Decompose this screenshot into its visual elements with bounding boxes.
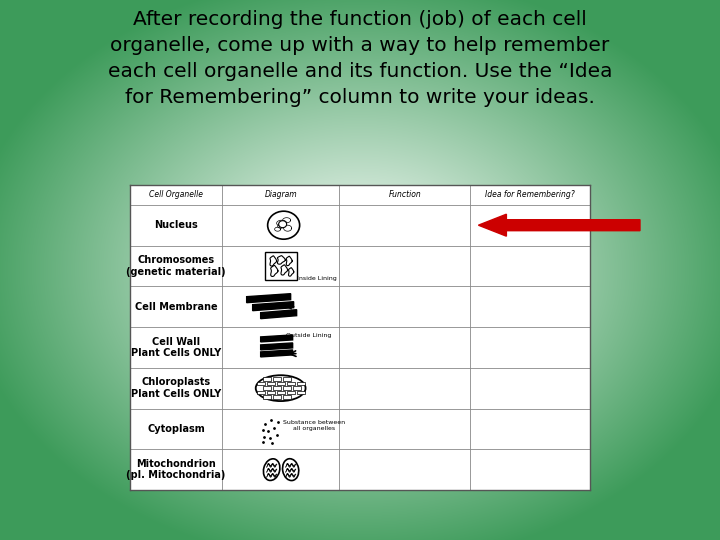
Bar [276, 391, 284, 394]
Text: Cell Organelle: Cell Organelle [149, 191, 203, 199]
Polygon shape [247, 294, 291, 303]
Bar [130, 185, 590, 490]
Ellipse shape [266, 461, 278, 478]
Text: Nucleus: Nucleus [154, 220, 198, 230]
Text: Diagram: Diagram [264, 191, 297, 199]
Polygon shape [261, 309, 297, 319]
Text: Outside Lining: Outside Lining [286, 333, 331, 339]
Text: Chromosomes
(genetic material): Chromosomes (genetic material) [126, 255, 226, 276]
Text: Cell Membrane: Cell Membrane [135, 302, 217, 312]
Ellipse shape [268, 211, 300, 239]
Bar [283, 387, 291, 390]
Bar [263, 377, 271, 381]
Bar [256, 382, 265, 386]
Text: Substance between
all organelles: Substance between all organelles [283, 421, 345, 431]
Bar [283, 395, 291, 399]
Bar [283, 377, 291, 381]
Text: Inside Lining: Inside Lining [297, 276, 336, 281]
Bar [297, 391, 305, 394]
Bar [276, 382, 284, 386]
Bar [292, 387, 301, 390]
Bar [265, 252, 297, 280]
Text: each cell organelle and its function. Use the “Idea: each cell organelle and its function. Us… [108, 62, 612, 81]
Bar [287, 382, 294, 386]
Polygon shape [261, 343, 292, 350]
Ellipse shape [264, 459, 280, 481]
Text: for Remembering” column to write your ideas.: for Remembering” column to write your id… [125, 88, 595, 107]
Bar [266, 391, 274, 394]
Text: Mitochondrion
(pl. Mitochondria): Mitochondrion (pl. Mitochondria) [126, 459, 225, 481]
Text: Idea for Remembering?: Idea for Remembering? [485, 191, 575, 199]
Text: After recording the function (job) of each cell: After recording the function (job) of ea… [133, 10, 587, 29]
Ellipse shape [279, 221, 287, 228]
Ellipse shape [282, 458, 299, 481]
Bar [273, 377, 281, 381]
Bar [256, 391, 265, 394]
Text: Cytoplasm: Cytoplasm [147, 424, 205, 434]
Bar [297, 382, 305, 386]
Bar [266, 382, 274, 386]
Text: Chloroplasts
Plant Cells ONLY: Chloroplasts Plant Cells ONLY [131, 377, 221, 399]
Ellipse shape [284, 461, 297, 478]
Bar [273, 387, 281, 390]
Text: Cell Wall
Plant Cells ONLY: Cell Wall Plant Cells ONLY [131, 336, 221, 358]
Bar [263, 395, 271, 399]
Polygon shape [478, 214, 640, 236]
Ellipse shape [256, 376, 305, 400]
Ellipse shape [256, 375, 306, 401]
Bar [263, 387, 271, 390]
Polygon shape [261, 350, 292, 357]
Bar [273, 395, 281, 399]
Polygon shape [253, 302, 294, 310]
Polygon shape [261, 335, 292, 342]
Text: Function: Function [389, 191, 421, 199]
Text: organelle, come up with a way to help remember: organelle, come up with a way to help re… [110, 36, 610, 55]
Bar [287, 391, 294, 394]
